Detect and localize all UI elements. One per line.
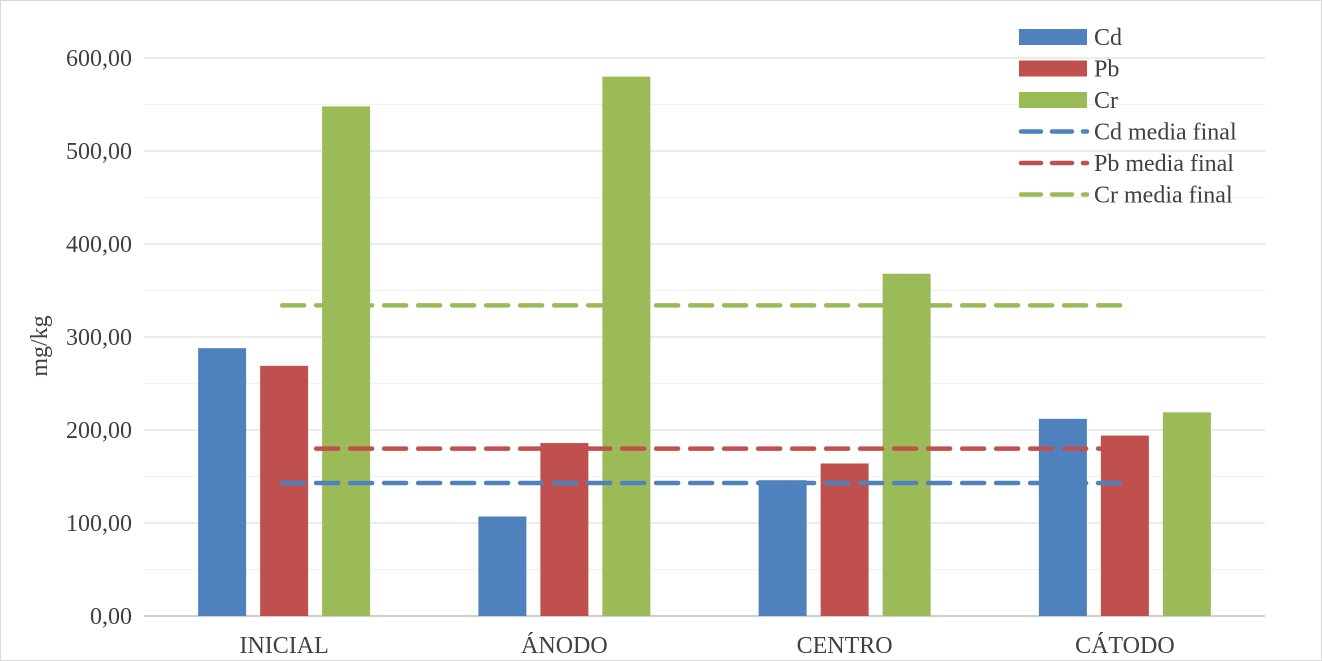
y-tick-label: 400,00 xyxy=(66,232,132,258)
bar-cr-4 xyxy=(1162,412,1211,616)
reference-lines xyxy=(279,303,1131,486)
y-tick-label: 300,00 xyxy=(66,325,132,351)
legend-label: Pb media final xyxy=(1094,151,1234,177)
y-tick-label: 0,00 xyxy=(90,604,132,630)
bar-cd-1 xyxy=(198,348,247,616)
bar-cr-1 xyxy=(322,106,371,617)
legend-swatch xyxy=(1019,92,1087,108)
bar-cd-2 xyxy=(478,516,527,616)
bar-pb-2 xyxy=(540,443,589,616)
y-tick-labels: 0,00 100,00 200,00 300,00 400,00 500,00 600,00 xyxy=(66,46,132,630)
x-category-label: ÁNODO xyxy=(521,633,608,659)
legend-label: Pb xyxy=(1094,57,1119,83)
y-tick-label: 600,00 xyxy=(66,46,132,72)
x-category-label: CENTRO xyxy=(797,633,893,659)
bar-cd-3 xyxy=(758,480,807,616)
legend-label: Cd xyxy=(1094,25,1122,51)
legend-swatch xyxy=(1019,60,1087,77)
bar-pb-4 xyxy=(1100,435,1149,616)
x-category-label: CÁTODO xyxy=(1075,633,1175,659)
x-category-label: INICIAL xyxy=(239,633,328,659)
bar-pb-1 xyxy=(260,365,309,616)
legend-label: Cd media final xyxy=(1094,120,1237,146)
y-tick-label: 500,00 xyxy=(66,139,132,165)
bar-cd-4 xyxy=(1038,418,1087,616)
bar-cr-2 xyxy=(602,76,651,617)
legend-swatch xyxy=(1019,29,1087,45)
legend-label: Cr media final xyxy=(1094,183,1233,209)
bar-cr-3 xyxy=(882,273,931,616)
x-category-labels: INICIAL ÁNODO CENTRO CÁTODO xyxy=(239,633,1174,659)
bars xyxy=(198,76,1211,617)
y-tick-label: 100,00 xyxy=(66,511,132,537)
legend: Cd Pb Cr Cd media final Pb media final Cr med… xyxy=(1018,25,1237,209)
y-axis-title: mg/kg xyxy=(27,315,53,376)
y-tick-label: 200,00 xyxy=(66,418,132,444)
legend-label: Cr xyxy=(1094,88,1118,114)
bar-pb-3 xyxy=(820,463,869,616)
